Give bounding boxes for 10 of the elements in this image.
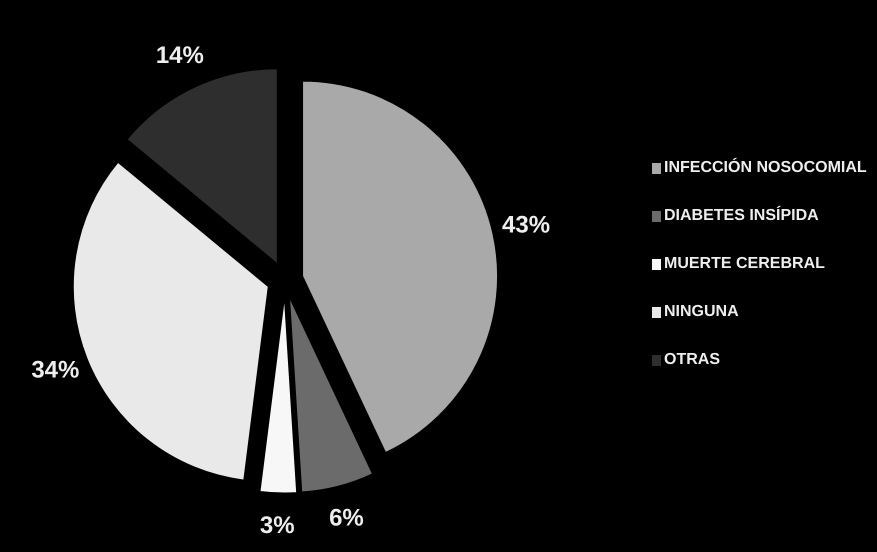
- legend-label: INFECCIÓN NOSOCOMIAL: [664, 157, 867, 176]
- data-label: 14%: [156, 42, 204, 69]
- legend-label: OTRAS: [664, 351, 720, 368]
- legend-label: MUERTE CEREBRAL: [664, 255, 826, 272]
- data-label: 43%: [502, 211, 550, 238]
- legend-label: NINGUNA: [664, 303, 740, 320]
- data-label: 6%: [329, 504, 364, 532]
- data-label: 3%: [260, 512, 295, 540]
- data-label: 34%: [31, 356, 80, 384]
- legend-label: DIABETES INSÍPIDA: [664, 205, 820, 224]
